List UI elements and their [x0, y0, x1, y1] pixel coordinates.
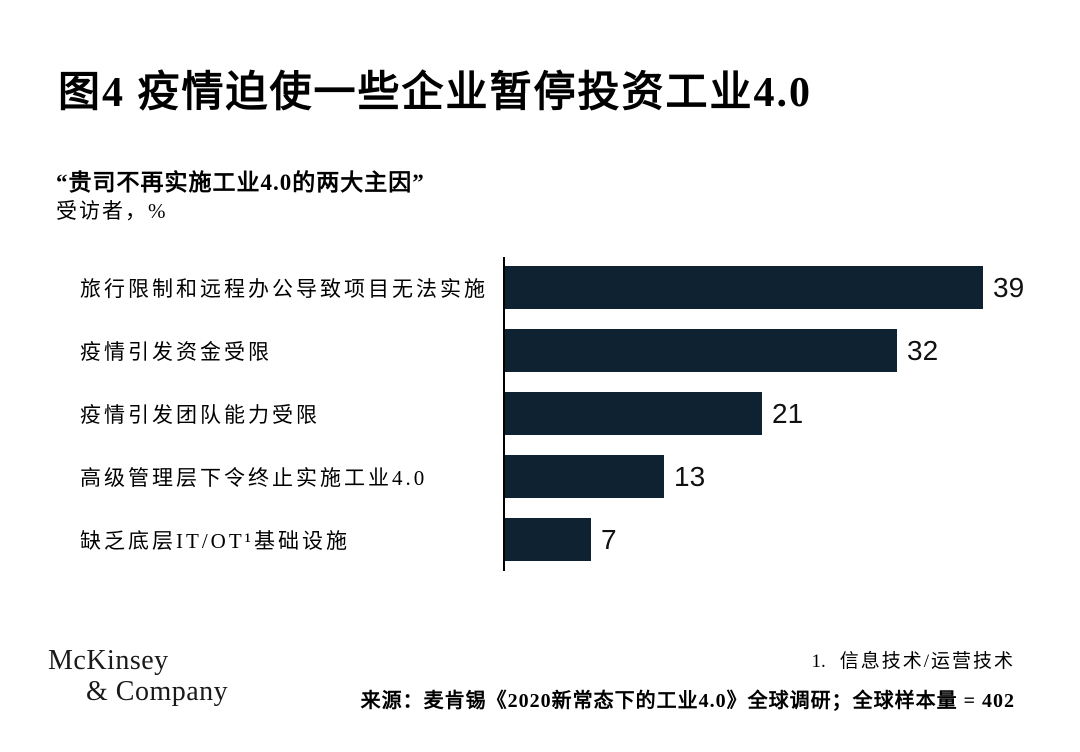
footnote: 1. 信息技术/运营技术 — [811, 646, 1015, 673]
logo-line1: McKinsey — [48, 645, 169, 676]
bar-value: 32 — [907, 334, 939, 366]
bar-label: 缺乏底层IT/OT¹基础设施 — [80, 528, 350, 553]
bar-label: 高级管理层下令终止实施工业4.0 — [80, 465, 428, 490]
bar-label: 旅行限制和远程办公导致项目无法实施 — [80, 276, 488, 301]
chart-axis-line — [503, 257, 505, 571]
logo-line2: & Company — [86, 676, 229, 707]
bar-value: 7 — [601, 523, 617, 555]
bar-value: 21 — [772, 397, 804, 429]
mckinsey-logo: McKinsey & Company — [48, 645, 228, 707]
bar-row: 旅行限制和远程办公导致项目无法实施 39 — [0, 266, 1080, 309]
bar-label: 疫情引发资金受限 — [80, 339, 272, 364]
bar — [505, 329, 897, 372]
page-title: 图4 疫情迫使一些企业暂停投资工业4.0 — [58, 70, 813, 116]
footnote-text: 信息技术/运营技术 — [839, 651, 1015, 672]
source-line: 来源：麦肯锡《2020新常态下的工业4.0》全球调研；全球样本量 = 402 — [360, 690, 1015, 712]
bar — [505, 455, 664, 498]
bar-value: 39 — [993, 271, 1025, 303]
chart-unit-label: 受访者，% — [56, 199, 168, 223]
bar — [505, 266, 983, 309]
bar-chart: 旅行限制和远程办公导致项目无法实施 39 疫情引发资金受限 32 疫情引发团队能… — [0, 266, 1080, 581]
chart-subtitle-quote: “贵司不再实施工业4.0的两大主因” — [56, 170, 425, 195]
bar-value: 13 — [674, 460, 706, 492]
bar-row: 疫情引发团队能力受限 21 — [0, 392, 1080, 435]
bar-row: 高级管理层下令终止实施工业4.0 13 — [0, 455, 1080, 498]
bar — [505, 518, 591, 561]
footnote-marker: 1. — [811, 651, 826, 672]
bar — [505, 392, 762, 435]
bar-label: 疫情引发团队能力受限 — [80, 402, 320, 427]
bar-row: 疫情引发资金受限 32 — [0, 329, 1080, 372]
bar-row: 缺乏底层IT/OT¹基础设施 7 — [0, 518, 1080, 561]
